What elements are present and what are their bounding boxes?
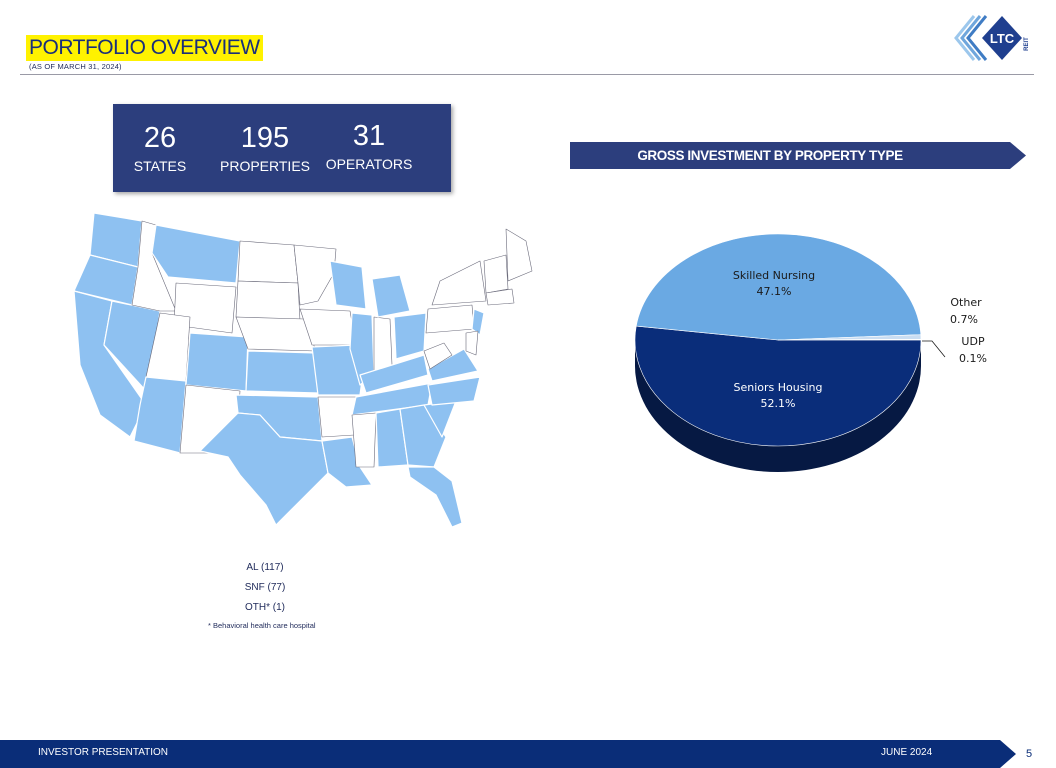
pie-label-skilled-nursing: Skilled Nursing	[733, 269, 815, 282]
footer-date: JUNE 2024	[881, 747, 933, 758]
chart-title: GROSS INVESTMENT BY PROPERTY TYPE	[637, 148, 903, 163]
state-mississippi	[351, 412, 377, 468]
footer-notch	[1000, 740, 1056, 768]
pie-label-udp: UDP	[961, 335, 985, 348]
pie-slice-seniors-housing	[634, 325, 922, 447]
state-south-dakota	[235, 280, 301, 322]
property-type-pie-chart: Seniors Housing 52.1% Skilled Nursing 47.1%…	[634, 233, 987, 472]
stat-operators: 31 OPERATORS	[323, 120, 415, 172]
logo-diamond	[982, 16, 1022, 60]
pie-label-other: Other	[950, 296, 982, 309]
stat-states-value: 26	[143, 122, 177, 154]
legend-item-snf: SNF (77)	[244, 582, 286, 593]
state-kentucky	[359, 354, 429, 394]
state-louisiana	[321, 436, 373, 488]
legend-item-oth: OTH* (1)	[245, 602, 285, 613]
stat-properties-value: 195	[240, 122, 290, 154]
state-virginia	[427, 348, 479, 382]
stat-states: 26 STATES	[121, 122, 199, 174]
state-minnesota	[293, 244, 337, 306]
stat-operators-value: 31	[352, 120, 386, 152]
page-subtitle: (AS OF MARCH 31, 2024)	[29, 62, 122, 71]
logo-text: LTC	[990, 31, 1015, 46]
footer-bar	[0, 740, 1056, 768]
state-north-dakota	[237, 240, 299, 284]
pie-value-other: 0.7%	[950, 313, 978, 326]
legend-footnote: * Behavioral health care hospital	[208, 621, 316, 630]
state-maine	[505, 228, 533, 282]
map-legend: AL (117) SNF (77) OTH* (1) * Behavioral …	[200, 560, 350, 630]
pie-label-seniors-housing: Seniors Housing	[734, 381, 823, 394]
stat-operators-label: OPERATORS	[325, 156, 413, 172]
state-new-jersey	[471, 308, 485, 336]
ltc-logo: LTC REIT	[954, 15, 1030, 61]
pie-side-0	[635, 340, 921, 472]
pie-slice-skilled-nursing	[635, 233, 922, 341]
portfolio-stats-box: 26 STATES 195 PROPERTIES 31 OPERATORS	[113, 104, 451, 192]
state-north-carolina	[427, 376, 481, 406]
page-number: 5	[1026, 748, 1033, 760]
legend-item-al: AL (117)	[246, 562, 284, 573]
logo-subtext: REIT	[1024, 37, 1030, 51]
state-colorado	[185, 332, 249, 392]
header-divider	[20, 74, 1034, 75]
pie-value-udp: 0.1%	[959, 352, 987, 365]
page-title: PORTFOLIO OVERVIEW	[26, 35, 263, 61]
us-portfolio-map	[73, 212, 533, 528]
pie-value-skilled-nursing: 47.1%	[757, 285, 792, 298]
state-pennsylvania	[425, 304, 475, 334]
state-ohio	[393, 312, 427, 360]
state-wisconsin	[329, 260, 367, 310]
state-michigan	[371, 274, 411, 318]
footer-presentation-label: INVESTOR PRESENTATION	[38, 747, 169, 758]
state-new-york	[431, 260, 487, 306]
state-arizona	[133, 376, 187, 454]
stat-properties-label: PROPERTIES	[220, 158, 310, 174]
state-indiana	[373, 316, 393, 372]
pie-slice-udp	[777, 339, 922, 341]
pie-depth	[635, 340, 921, 472]
chart-title-banner	[570, 142, 1026, 169]
stat-states-label: STATES	[133, 158, 187, 174]
state-florida	[407, 466, 463, 528]
pie-leader-line-udp	[922, 340, 946, 358]
pie-value-seniors-housing: 52.1%	[761, 397, 796, 410]
state-nebraska	[235, 316, 317, 352]
state-vermont-new-hampshire	[483, 254, 509, 294]
state-west-virginia	[423, 342, 453, 370]
state-texas	[199, 412, 329, 526]
state-massachusetts	[485, 288, 515, 306]
state-kansas	[245, 350, 319, 394]
state-montana	[151, 224, 241, 284]
state-maryland-delaware	[465, 330, 479, 356]
stat-properties: 195 PROPERTIES	[213, 122, 317, 174]
logo-chevrons	[954, 15, 988, 61]
